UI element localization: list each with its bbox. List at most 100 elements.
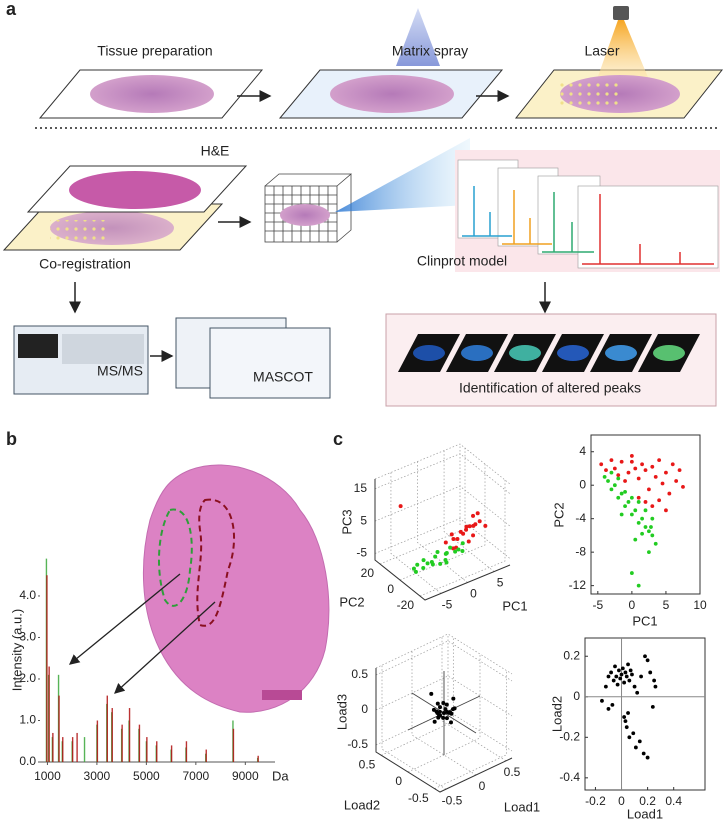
tissue: [330, 75, 454, 113]
point: [606, 707, 611, 711]
x-tick-label: 0.4: [665, 794, 682, 808]
y-tick-label: 0: [573, 689, 580, 703]
point: [451, 707, 455, 712]
tissue-section: [142, 464, 330, 713]
y-tick-label: 4: [579, 444, 586, 458]
grid-line: [379, 448, 466, 565]
point: [475, 511, 480, 516]
point: [421, 558, 426, 563]
point: [613, 664, 617, 669]
point: [629, 459, 634, 464]
point: [451, 536, 456, 541]
x-tick-label: -5: [442, 598, 453, 612]
point: [631, 731, 636, 736]
x-axis-title: Load1: [504, 799, 540, 814]
x-tick-label: 1000: [34, 769, 61, 783]
panel-label: b: [6, 429, 17, 449]
point: [664, 470, 668, 475]
point: [421, 565, 426, 570]
point: [443, 540, 448, 545]
point: [660, 481, 665, 486]
point: [643, 468, 648, 473]
x-tick-label: -0.2: [585, 794, 606, 808]
thumb-spectrum: [582, 194, 714, 265]
point: [627, 735, 632, 740]
point: [643, 500, 648, 504]
point: [650, 705, 655, 709]
x-tick-label: 0: [479, 779, 486, 793]
point: [650, 504, 655, 509]
point: [466, 539, 471, 544]
point: [657, 498, 662, 503]
point: [637, 739, 642, 744]
grid-line: [374, 453, 511, 494]
z-tick-label: 0: [361, 702, 368, 716]
label: MS/MS: [97, 363, 143, 379]
point: [629, 512, 634, 517]
laser-beam: [596, 20, 650, 82]
point: [471, 533, 476, 538]
point: [650, 533, 655, 538]
point: [643, 525, 648, 529]
x-tick-label: 10: [693, 598, 707, 612]
point: [674, 479, 679, 483]
tissue: [90, 75, 214, 113]
point: [398, 504, 403, 509]
y-tick-label: 4.0: [19, 588, 36, 602]
point: [467, 524, 472, 529]
point: [431, 707, 436, 712]
point: [633, 745, 638, 750]
point: [442, 711, 446, 715]
point: [643, 508, 648, 513]
plot-frame: [584, 637, 706, 791]
point: [643, 654, 647, 659]
point: [667, 491, 672, 496]
x-axis-title: Da: [272, 768, 289, 783]
point: [629, 571, 634, 575]
point: [453, 549, 458, 554]
point: [636, 495, 641, 500]
grid-line: [441, 636, 507, 762]
point: [441, 715, 446, 720]
point: [433, 554, 438, 559]
y-axis-title: PC2: [551, 502, 566, 527]
point: [641, 751, 646, 756]
point: [632, 684, 637, 689]
tissue: [280, 204, 330, 226]
axis-line: [374, 479, 511, 601]
point: [609, 458, 614, 463]
x-axis-title: PC1: [632, 613, 657, 628]
z-axis-title: Load3: [334, 694, 349, 730]
point: [616, 473, 621, 478]
point: [477, 519, 482, 524]
z-axis-title: PC3: [339, 509, 354, 534]
x-tick-label: -0.5: [442, 793, 463, 807]
arrow: [114, 601, 216, 694]
point: [618, 676, 623, 681]
x-tick-label: 5: [497, 576, 504, 590]
workflow-row-1: [35, 6, 724, 129]
z-tick-label: -0.5: [347, 737, 368, 751]
point: [615, 682, 620, 687]
label: Co-registration: [39, 256, 131, 272]
point: [609, 470, 614, 475]
y-tick-label: 0.5: [359, 758, 376, 772]
x-tick-label: 0.2: [639, 794, 656, 808]
point: [624, 725, 629, 730]
grid-line: [443, 450, 495, 572]
point: [636, 583, 641, 588]
point: [617, 668, 621, 673]
grid-line: [399, 464, 486, 581]
grid-line: [381, 665, 447, 790]
point: [633, 466, 638, 471]
point: [629, 495, 634, 500]
point: [609, 670, 613, 675]
step-label: Matrix spray: [392, 43, 468, 59]
y-axis-title: Intensity (a.u.): [9, 609, 24, 691]
x-tick-label: 0: [629, 598, 636, 612]
y-tick-label: 0.2: [563, 648, 580, 662]
box-edge: [375, 633, 513, 675]
point: [411, 566, 416, 571]
z-tick-label: 0.5: [351, 667, 368, 681]
